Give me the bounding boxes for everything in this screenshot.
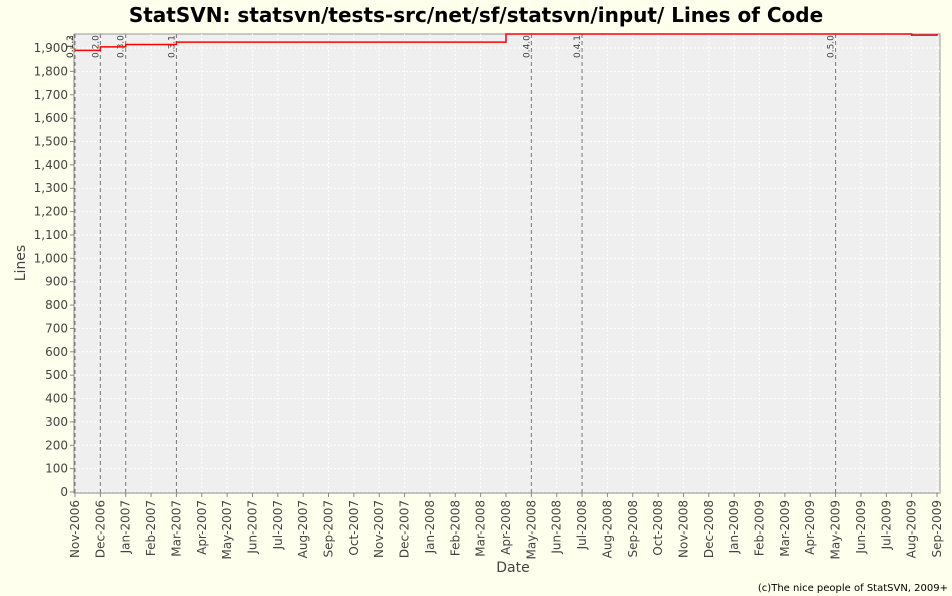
x-tick-label: Feb-2007 — [144, 500, 158, 556]
version-label: 0.4.0 — [522, 35, 532, 58]
version-label: 0.2.0 — [91, 35, 101, 58]
x-tick-label: Aug-2008 — [600, 500, 614, 558]
y-tick-label: 1,300 — [34, 181, 68, 195]
y-axis-label: Lines — [13, 245, 29, 281]
x-tick-label: Dec-2008 — [702, 500, 716, 558]
y-tick-label: 900 — [45, 275, 68, 289]
version-label: 0.4.1 — [573, 35, 583, 58]
x-tick-label: Jan-2008 — [423, 500, 437, 554]
x-tick-label: Oct-2008 — [651, 500, 665, 556]
version-label: 0.1.3 — [66, 35, 76, 58]
x-tick-label: Jun-2007 — [245, 500, 259, 555]
x-tick-label: Sep-2007 — [322, 500, 336, 558]
y-tick-label: 300 — [45, 415, 68, 429]
x-tick-label: Mar-2008 — [474, 500, 488, 557]
y-tick-label: 0 — [60, 485, 68, 499]
x-tick-label: Jul-2008 — [575, 500, 589, 550]
y-tick-label: 600 — [45, 345, 68, 359]
x-tick-label: Apr-2007 — [195, 500, 209, 555]
x-tick-label: May-2009 — [829, 500, 843, 559]
x-tick-label: Jun-2008 — [550, 500, 564, 555]
x-tick-label: Dec-2006 — [93, 500, 107, 558]
x-tick-label: May-2007 — [220, 500, 234, 559]
y-tick-label: 1,000 — [34, 251, 68, 265]
y-tick-label: 1,400 — [34, 158, 68, 172]
line — [75, 33, 938, 52]
x-tick-label: Aug-2007 — [296, 500, 310, 558]
version-label: 0.1.2 — [66, 35, 76, 58]
y-tick-label: 400 — [45, 392, 68, 406]
x-tick-label: Mar-2009 — [778, 500, 792, 557]
plot-area — [73, 33, 941, 494]
x-tick-label: Feb-2008 — [448, 500, 462, 556]
x-tick-label: Jan-2007 — [119, 500, 133, 554]
y-tick-label: 200 — [45, 438, 68, 452]
version-label: 0.3.1 — [167, 35, 177, 58]
x-tick-label: Dec-2007 — [398, 500, 412, 558]
x-tick-label: Nov-2007 — [372, 500, 386, 558]
x-tick-label: Apr-2009 — [803, 500, 817, 555]
y-tick-label: 700 — [45, 321, 68, 335]
version-label: 0.5.0 — [827, 35, 837, 58]
y-tick-label: 1,500 — [34, 134, 68, 148]
x-tick-label: Nov-2006 — [68, 500, 82, 558]
chart-title: StatSVN: statsvn/tests-src/net/sf/statsv… — [129, 3, 823, 27]
x-tick-label: Mar-2007 — [169, 500, 183, 557]
x-tick-label: Oct-2007 — [347, 500, 361, 556]
y-tick-label: 1,800 — [34, 64, 68, 78]
x-tick-label: Nov-2008 — [676, 500, 690, 558]
y-tick-label: 1,200 — [34, 205, 68, 219]
y-tick-label: 500 — [45, 368, 68, 382]
y-tick-label: 100 — [45, 462, 68, 476]
y-tick-label: 800 — [45, 298, 68, 312]
x-axis-label: Date — [496, 560, 529, 576]
x-tick-label: Aug-2009 — [905, 500, 919, 558]
x-tick-label: Apr-2008 — [499, 500, 513, 555]
y-tick-label: 1,900 — [34, 41, 68, 55]
y-tick-label: 1,700 — [34, 88, 68, 102]
x-tick-label: Jul-2007 — [271, 500, 285, 550]
x-tick-label: Feb-2009 — [753, 500, 767, 556]
x-tick-label: Jan-2009 — [727, 500, 741, 554]
footer: (c)The nice people of StatSVN, 2009+ — [758, 583, 948, 594]
x-tick-label: Sep-2009 — [930, 500, 944, 558]
x-tick-label: Jul-2009 — [879, 500, 893, 550]
y-tick-label: 1,600 — [34, 111, 68, 125]
x-tick-label: Jun-2009 — [854, 500, 868, 555]
x-tick-label: May-2008 — [524, 500, 538, 559]
y-tick-label: 1,100 — [34, 228, 68, 242]
x-tick-label: Sep-2008 — [626, 500, 640, 558]
